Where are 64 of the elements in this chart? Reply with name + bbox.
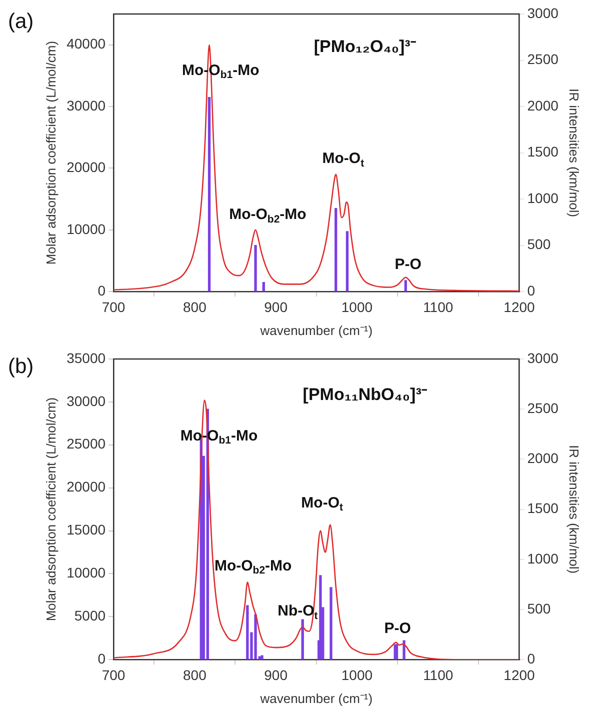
y-tick-label: 20000 — [66, 478, 106, 495]
x-tick-label: 1200 — [504, 666, 536, 683]
y-tick-label: 10000 — [66, 220, 106, 237]
text: [PMo₁₂O₄₀]³⁻ — [314, 37, 416, 56]
y2-tick-label: 0 — [527, 650, 536, 666]
y2-tick-label: 1000 — [527, 190, 559, 206]
y2-tick-label: 2500 — [527, 400, 559, 416]
x-tick-label: 1000 — [341, 298, 373, 315]
x-tick-label: 700 — [102, 666, 126, 683]
y2-tick-label: 2000 — [527, 97, 559, 114]
y-tick-label: 25000 — [66, 436, 106, 452]
y2-tick-label: 500 — [527, 600, 551, 616]
y2-tick-label: 1000 — [527, 550, 559, 566]
x-tick-label: 900 — [264, 298, 288, 315]
bar — [262, 282, 265, 292]
text: (b) — [8, 354, 34, 378]
y-tick-label: 0 — [98, 282, 106, 298]
text: (a) — [8, 10, 34, 33]
y2-tick-label: 3000 — [527, 4, 559, 21]
y2-axis-title: IR intensities (km/mol) — [566, 88, 582, 218]
y-tick-label: 15000 — [66, 522, 106, 538]
y2-axis-title: IR intensities (km/mol) — [566, 445, 582, 574]
bar — [208, 96, 211, 292]
y2-tick-label: 2000 — [527, 450, 559, 466]
bar — [402, 640, 406, 660]
y-tick-label: 30000 — [66, 97, 106, 114]
annotation: P-O — [394, 256, 422, 274]
y-axis-title: Molar adsorption coefficient (L/mol/cm) — [43, 397, 58, 622]
y-axis-title: Molar adsorption coefficient (L/mol/cm) — [43, 40, 58, 265]
y2-tick-label: 1500 — [527, 144, 559, 160]
annotation: P-O — [384, 620, 412, 637]
bar — [260, 655, 264, 660]
y2-tick-label: 0 — [527, 282, 536, 298]
bar — [346, 231, 349, 292]
y-tick-label: 5000 — [74, 608, 106, 624]
bar — [330, 587, 332, 660]
y2-tick-label: 2500 — [527, 51, 559, 68]
x-tick-label: 1100 — [423, 298, 454, 315]
x-tick-label: 800 — [182, 666, 207, 683]
x-tick-label: 1000 — [341, 666, 373, 683]
x-tick-label: 1200 — [504, 298, 536, 315]
x-tick-label: 800 — [182, 298, 207, 315]
x-tick-label: 900 — [264, 666, 288, 683]
bar — [301, 619, 304, 660]
bar — [404, 280, 407, 292]
y2-tick-label: 1500 — [527, 500, 559, 516]
y2-tick-label: 500 — [527, 236, 551, 252]
y-tick-label: 30000 — [66, 392, 106, 409]
text: [PMo₁₁NbO₄₀]³⁻ — [302, 384, 428, 404]
y2-tick-label: 3000 — [527, 350, 559, 366]
x-tick-label: 700 — [102, 298, 126, 315]
y-tick-label: 10000 — [66, 564, 106, 581]
y-tick-label: 0 — [98, 650, 106, 666]
y-tick-label: 35000 — [66, 350, 106, 366]
y-tick-label: 20000 — [66, 159, 106, 176]
bar — [334, 208, 338, 292]
bar — [254, 245, 257, 292]
bar — [246, 605, 249, 660]
bar — [254, 614, 257, 660]
y-tick-label: 40000 — [66, 36, 106, 52]
x-axis-title: wavenumber (cm⁻¹) — [259, 322, 373, 338]
x-axis-title: wavenumber (cm⁻¹) — [259, 690, 373, 706]
x-tick-label: 1100 — [423, 666, 454, 683]
bar — [319, 575, 322, 660]
